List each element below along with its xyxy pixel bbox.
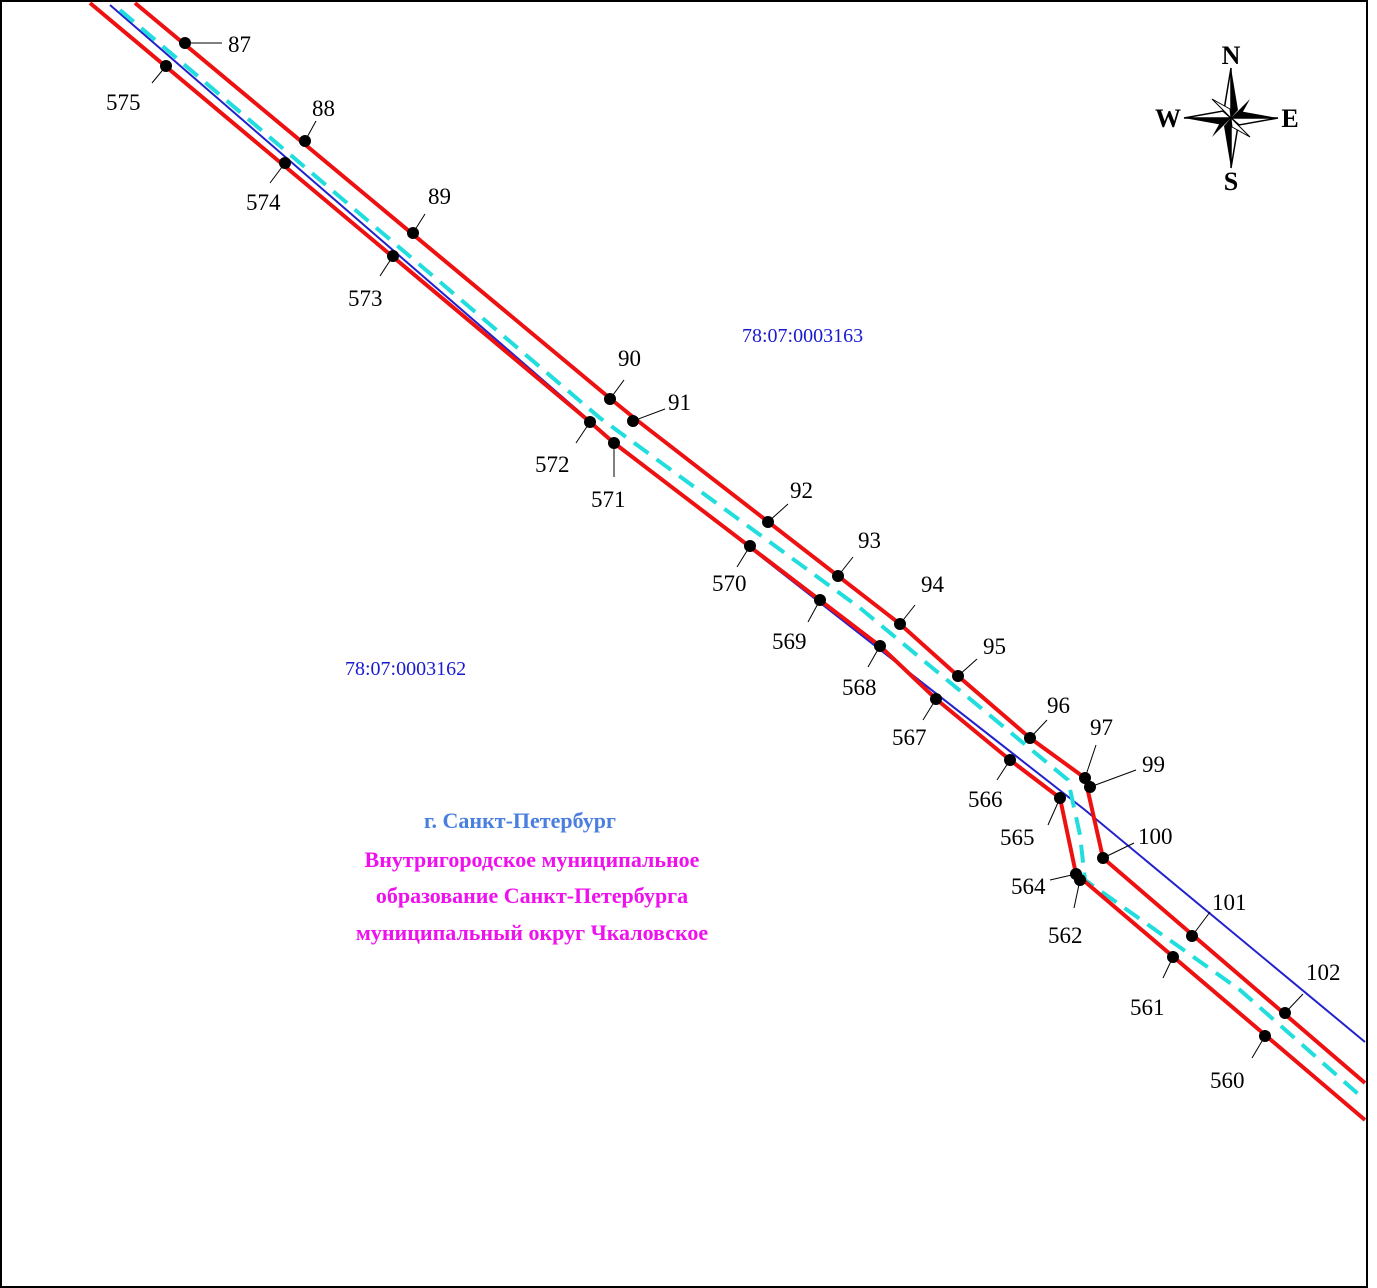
point-label-92: 92	[790, 478, 813, 503]
cadastral-boundary-line	[109, 4, 1366, 1043]
point-label-575: 575	[106, 90, 141, 115]
point-label-574: 574	[246, 190, 281, 215]
point-label-571: 571	[591, 487, 626, 512]
boundary-point-97	[1079, 772, 1091, 784]
point-label-102: 102	[1306, 960, 1341, 985]
boundary-point-92	[762, 516, 774, 528]
boundary-point-99	[1084, 781, 1096, 793]
boundary-point-93	[832, 570, 844, 582]
boundary-point-102	[1279, 1007, 1291, 1019]
cadastral-label-north: 78:07:0003163	[742, 325, 863, 347]
boundary-point-560	[1259, 1030, 1271, 1042]
boundary-point-572	[584, 416, 596, 428]
point-label-100: 100	[1138, 824, 1173, 849]
boundary-point-573	[387, 250, 399, 262]
point-label-561: 561	[1130, 995, 1165, 1020]
municipality-line-1: Внутригородское муниципальное	[365, 847, 700, 872]
point-labels: 87 88 89 90 91 92 93 94 95 96 97 99 100 101 102 575 574 5…	[106, 32, 1341, 1093]
cadastral-label-south: 78:07:0003162	[345, 658, 466, 680]
point-label-99: 99	[1142, 752, 1165, 777]
point-label-567: 567	[892, 725, 927, 750]
compass-rose-icon: N S E W	[1155, 41, 1299, 196]
boundary-point-571	[608, 437, 620, 449]
compass-w: W	[1155, 104, 1181, 133]
point-label-565: 565	[1000, 825, 1035, 850]
point-label-572: 572	[535, 452, 570, 477]
point-label-94: 94	[921, 572, 945, 597]
boundary-point-94	[894, 618, 906, 630]
boundary-point-88	[299, 135, 311, 147]
boundary-point-567	[930, 693, 942, 705]
boundary-point-95	[952, 670, 964, 682]
boundary-point-568	[874, 640, 886, 652]
boundary-point-96	[1024, 732, 1036, 744]
boundary-point-575	[160, 60, 172, 72]
point-label-97: 97	[1090, 715, 1113, 740]
point-label-89: 89	[428, 184, 451, 209]
boundary-point-90	[604, 393, 616, 405]
point-label-91: 91	[668, 390, 691, 415]
point-label-95: 95	[983, 634, 1006, 659]
boundary-point-562	[1074, 874, 1086, 886]
point-label-88: 88	[312, 96, 335, 121]
point-label-566: 566	[968, 787, 1003, 812]
boundary-point-87	[179, 37, 191, 49]
boundary-point-566	[1004, 754, 1016, 766]
point-label-90: 90	[618, 346, 641, 371]
point-label-564: 564	[1011, 874, 1046, 899]
boundary-point-570	[744, 540, 756, 552]
road-centerline	[118, 8, 1367, 1102]
point-label-87: 87	[228, 32, 251, 57]
boundary-point-100	[1097, 852, 1109, 864]
municipality-line-3: муниципальный округ Чкаловское	[356, 920, 708, 945]
boundary-point-91	[627, 415, 639, 427]
municipality-line-2: образование Санкт-Петербурга	[376, 883, 688, 908]
point-label-96: 96	[1047, 693, 1070, 718]
point-label-560: 560	[1210, 1068, 1245, 1093]
point-label-562: 562	[1048, 923, 1083, 948]
point-label-101: 101	[1212, 890, 1247, 915]
city-label: г. Санкт-Петербург	[424, 808, 616, 833]
boundary-point-89	[407, 227, 419, 239]
boundary-points	[160, 37, 1291, 1042]
leader-99	[1089, 769, 1137, 788]
point-label-93: 93	[858, 528, 881, 553]
boundary-point-561	[1167, 951, 1179, 963]
boundary-point-565	[1054, 792, 1066, 804]
point-label-569: 569	[772, 629, 807, 654]
point-leaders	[151, 42, 1304, 1059]
compass-s: S	[1224, 167, 1238, 196]
compass-n: N	[1222, 41, 1241, 70]
point-label-568: 568	[842, 675, 877, 700]
boundary-point-101	[1186, 930, 1198, 942]
boundary-point-569	[814, 594, 826, 606]
point-label-573: 573	[348, 286, 383, 311]
compass-e: E	[1281, 104, 1298, 133]
boundary-point-574	[279, 157, 291, 169]
point-label-570: 570	[712, 571, 747, 596]
